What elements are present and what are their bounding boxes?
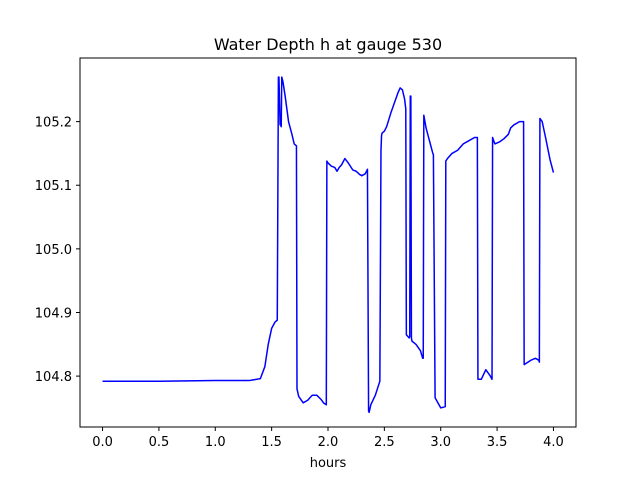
x-tick-label: 3.0	[430, 435, 451, 450]
x-tick-label: 2.5	[374, 435, 395, 450]
series-line-1	[102, 76, 555, 414]
plot-area	[80, 58, 576, 427]
y-tick-label: 105.1	[35, 179, 72, 194]
x-tick-label: 2.0	[318, 435, 339, 450]
y-tick-label: 104.9	[35, 306, 72, 321]
y-axis: 104.8 104.9 105.0 105.1 105.2	[35, 116, 80, 385]
x-axis: 0.0 0.5 1.0 1.5 2.0 2.5 3.0 3.5 4.0	[92, 427, 564, 450]
x-axis-label: hours	[310, 456, 347, 471]
x-tick-label: 1.0	[205, 435, 226, 450]
y-tick-label: 105.0	[35, 243, 72, 258]
series-layer	[102, 76, 555, 414]
y-tick-label: 105.2	[35, 116, 72, 131]
x-tick-label: 4.0	[543, 435, 564, 450]
x-tick-label: 0.0	[92, 435, 113, 450]
x-tick-label: 0.5	[149, 435, 170, 450]
x-tick-label: 3.5	[487, 435, 508, 450]
x-tick-label: 1.5	[261, 435, 282, 450]
chart-title: Water Depth h at gauge 530	[214, 35, 442, 54]
y-tick-label: 104.8	[35, 370, 72, 385]
